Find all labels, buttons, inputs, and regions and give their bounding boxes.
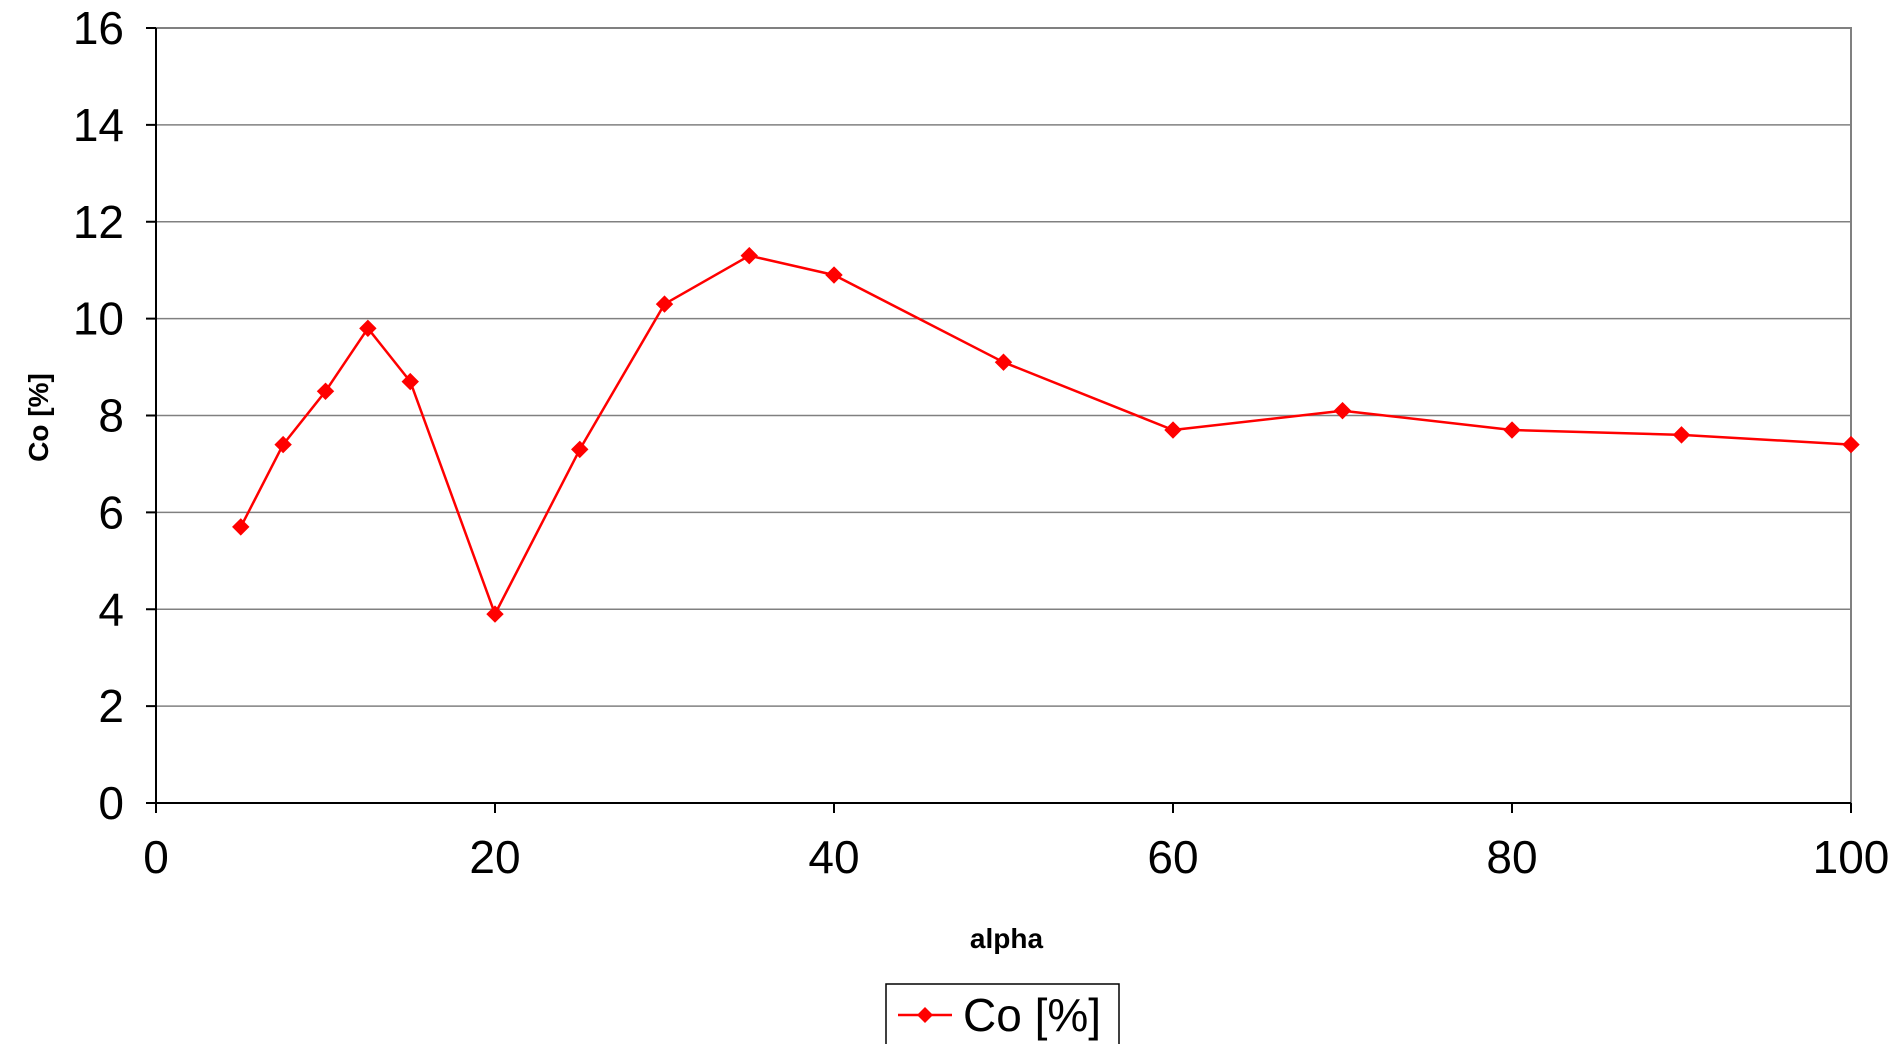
x-tick-label: 0 [143, 831, 169, 883]
data-point [1164, 421, 1182, 439]
series-line [239, 254, 1852, 616]
data-point [401, 372, 419, 391]
x-tick-label: 60 [1147, 831, 1198, 883]
legend-label: Co [%] [963, 989, 1101, 1041]
data-point [359, 319, 377, 338]
x-axis-title: alpha [970, 923, 1044, 954]
tick-labels: 0 2 4 6 8 10 12 14 16 0 20 40 60 80 100 [73, 2, 1890, 883]
gridlines [156, 124, 1851, 707]
y-tick-label: 14 [73, 99, 124, 151]
axes [146, 27, 1852, 813]
data-point [1842, 435, 1860, 454]
data-point [486, 605, 504, 623]
y-tick-label: 4 [98, 583, 124, 635]
legend: Co [%] [885, 983, 1120, 1044]
data-point [655, 295, 674, 313]
y-tick-label: 8 [98, 390, 124, 442]
y-tick-label: 0 [98, 777, 124, 829]
data-point [740, 246, 758, 265]
y-tick-label: 6 [98, 486, 124, 538]
data-point [825, 266, 843, 284]
y-axis-title: Co [%] [23, 373, 54, 462]
data-point [232, 518, 250, 536]
data-point [994, 353, 1013, 371]
data-point [1333, 401, 1352, 420]
data-point [274, 435, 292, 454]
y-tick-label: 12 [73, 196, 124, 248]
x-tick-label: 20 [469, 831, 520, 883]
data-point [1672, 426, 1691, 444]
legend-diamond-marker [917, 1007, 933, 1023]
y-tick-label: 16 [73, 2, 124, 54]
y-tick-label: 2 [98, 680, 124, 732]
data-point [571, 440, 589, 459]
data-point [316, 382, 335, 400]
data-point [1503, 421, 1521, 439]
x-tick-label: 100 [1813, 831, 1890, 883]
series-layer [232, 246, 1860, 623]
x-tick-label: 40 [808, 831, 859, 883]
x-tick-label: 80 [1486, 831, 1537, 883]
y-tick-label: 10 [73, 293, 124, 345]
